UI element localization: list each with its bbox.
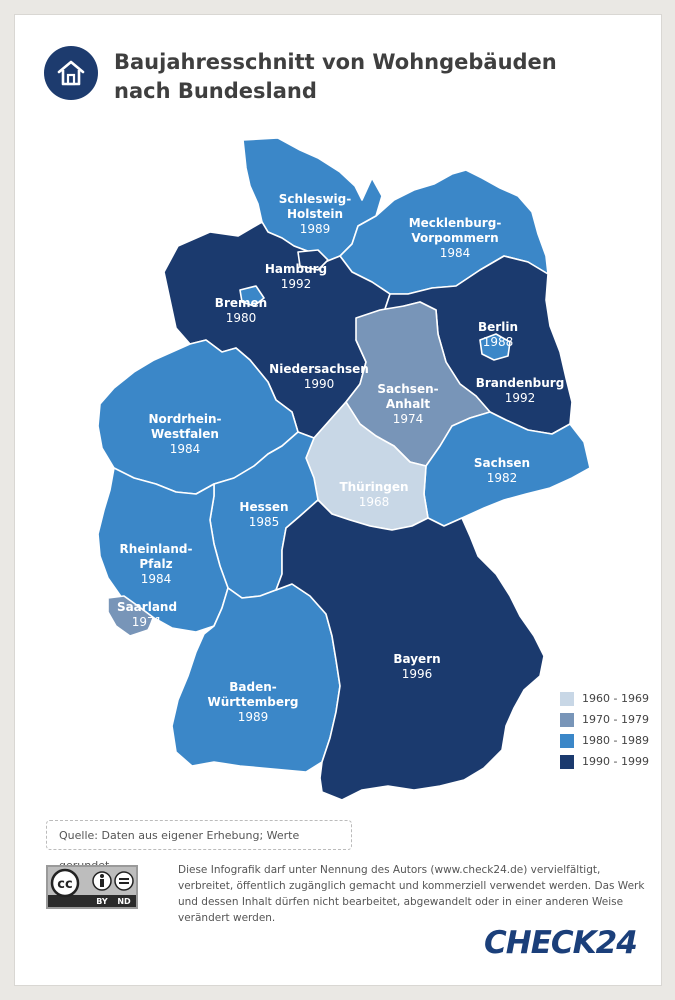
page-title: Baujahresschnitt von Wohngebäuden nach B… (114, 50, 557, 103)
label-schleswig-holstein: Schleswig- Holstein 1989 (278, 192, 352, 236)
check24-logo[interactable]: CHECK24 (484, 925, 638, 961)
region-bremen (239, 285, 265, 307)
label-sachsen: Sachsen 1982 (473, 456, 531, 485)
label-niedersachsen: Niedersachsen 1990 (269, 362, 369, 391)
legend-swatch (560, 691, 574, 706)
license-text: Diese Infografik darf unter Nennung des … (178, 864, 645, 924)
label-bremen: Bremen 1980 (214, 296, 268, 325)
legend-swatch (560, 733, 574, 748)
label-baden-wuerttemberg: Baden- Württemberg 1989 (207, 680, 299, 724)
cc-nd-label: ND (117, 897, 131, 906)
svg-text:cc: cc (57, 877, 72, 892)
legend-label: 1970 - 1979 (582, 713, 649, 726)
label-mecklenburg-vorpommern: Mecklenburg- Vorpommern 1984 (408, 216, 502, 260)
source-note: Quelle: Daten aus eigener Erhebung; Wert… (46, 820, 352, 872)
label-hessen: Hessen 1985 (239, 500, 289, 529)
label-rheinland-pfalz: Rheinland- Pfalz 1984 (119, 542, 193, 586)
legend-label: 1960 - 1969 (582, 692, 649, 705)
region-bayern (275, 499, 545, 801)
map-legend: 1960 - 1969 1970 - 1979 1980 - 1989 1990… (560, 688, 649, 772)
legend-item: 1990 - 1999 (560, 751, 649, 772)
legend-item: 1970 - 1979 (560, 709, 649, 730)
legend-label: 1980 - 1989 (582, 734, 649, 747)
region-hamburg (297, 249, 329, 271)
cc-by-label: BY (96, 897, 108, 906)
header: Baujahresschnitt von Wohngebäuden nach B… (44, 46, 584, 106)
label-thueringen: Thüringen 1968 (339, 480, 409, 509)
legend-item: 1980 - 1989 (560, 730, 649, 751)
label-sachsen-anhalt: Sachsen- Anhalt 1974 (377, 382, 439, 426)
label-berlin: Berlin 1988 (478, 320, 518, 349)
legend-swatch (560, 754, 574, 769)
region-berlin (479, 333, 511, 361)
label-brandenburg: Brandenburg 1992 (475, 376, 565, 405)
legend-item: 1960 - 1969 (560, 688, 649, 709)
house-icon (44, 46, 98, 100)
legend-label: 1990 - 1999 (582, 755, 649, 768)
label-nordrhein-westfalen: Nordrhein- Westfalen 1984 (148, 412, 222, 456)
label-saarland: Saarland 1971 (116, 600, 178, 629)
creative-commons-icon[interactable]: cc BY ND (46, 865, 138, 909)
label-hamburg: Hamburg 1992 (264, 262, 328, 291)
label-bayern: Bayern 1996 (393, 652, 441, 681)
region-saarland (107, 595, 155, 637)
legend-swatch (560, 712, 574, 727)
